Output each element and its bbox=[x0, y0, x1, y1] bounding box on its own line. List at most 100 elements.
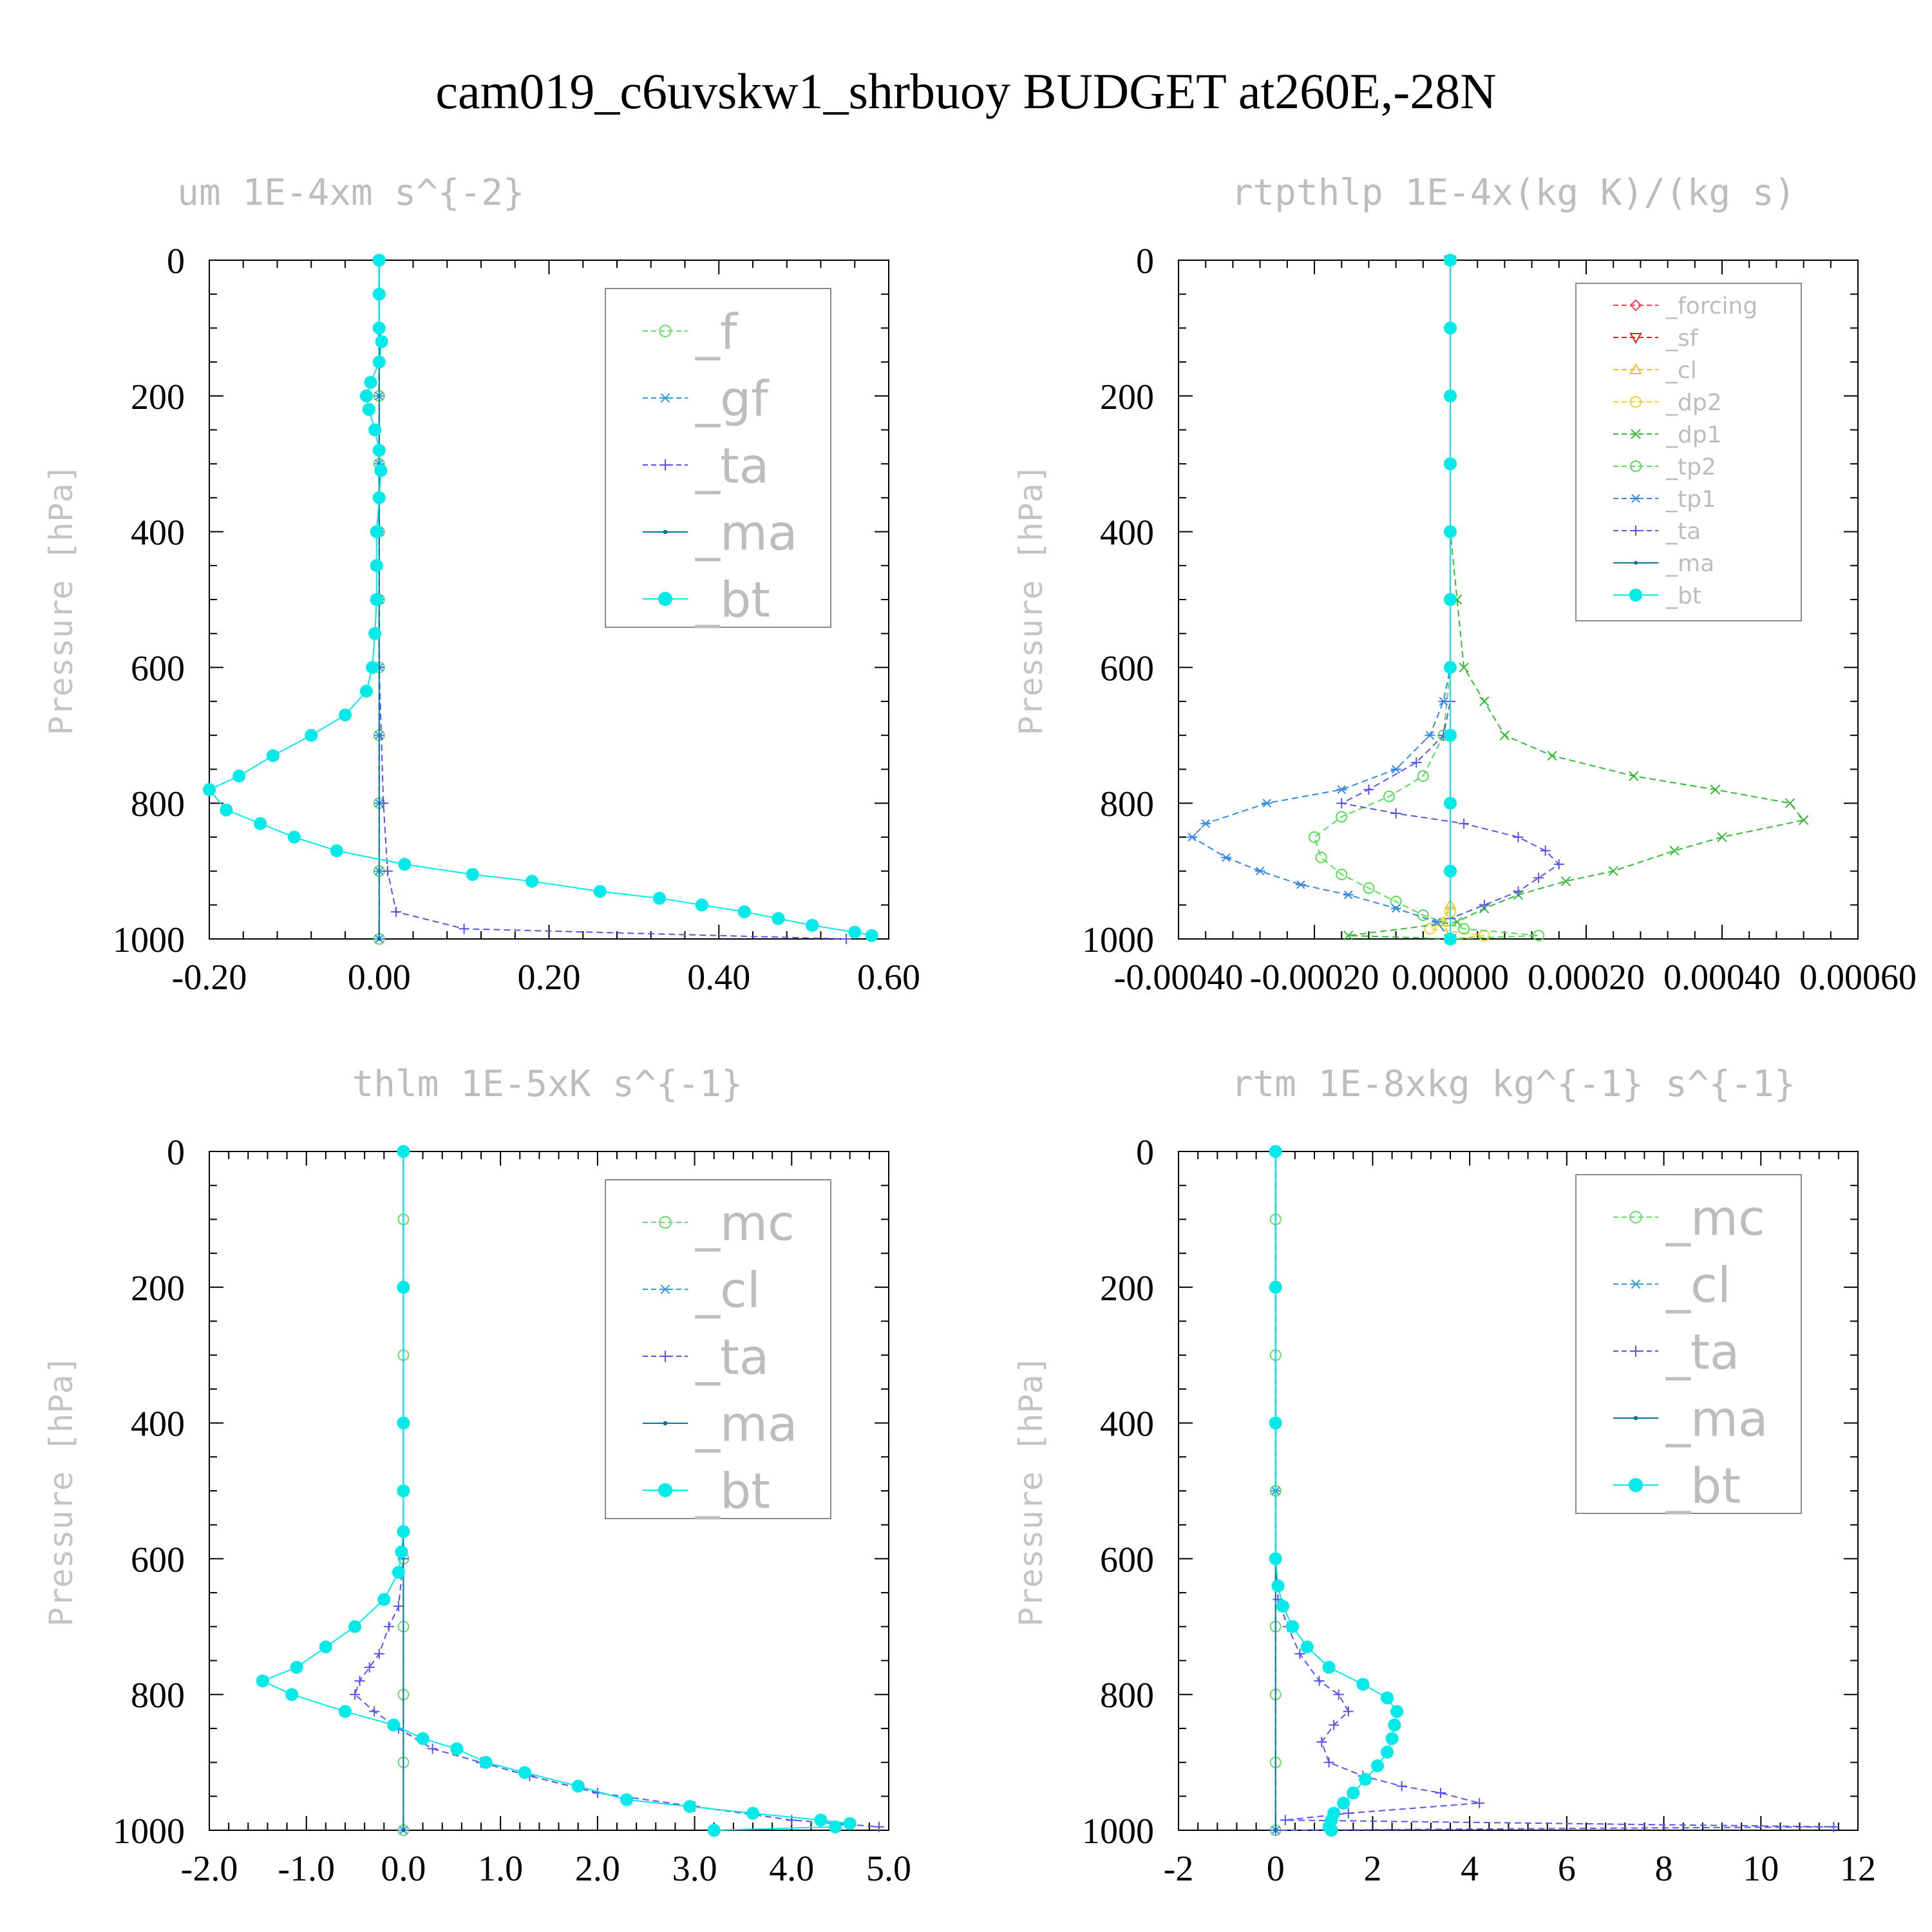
data-point bbox=[370, 593, 383, 606]
series-bt bbox=[1444, 254, 1457, 945]
data-point bbox=[466, 867, 479, 881]
data-point bbox=[362, 402, 375, 416]
series-bt bbox=[256, 1145, 857, 1837]
data-point bbox=[1390, 904, 1401, 913]
data-point bbox=[526, 875, 539, 888]
data-point bbox=[1295, 880, 1306, 889]
data-point bbox=[364, 1662, 375, 1673]
data-point bbox=[1269, 1280, 1282, 1294]
y-tick-label: 600 bbox=[1100, 649, 1154, 688]
series-line bbox=[1274, 1151, 1398, 1831]
data-point bbox=[392, 1566, 405, 1579]
legend-label: _ta bbox=[1665, 1323, 1739, 1380]
x-tick-label: 0.60 bbox=[857, 958, 920, 998]
legend-marker bbox=[659, 459, 671, 471]
x-tick-label: 0 bbox=[1267, 1849, 1285, 1889]
legend-marker bbox=[1634, 561, 1638, 565]
data-point bbox=[374, 464, 388, 477]
data-point bbox=[571, 1779, 585, 1793]
legend-item: _bt bbox=[1613, 1457, 1741, 1514]
x-tick-label: 4 bbox=[1461, 1849, 1479, 1889]
data-point bbox=[1381, 1745, 1394, 1759]
x-tick-label: 2.0 bbox=[575, 1849, 620, 1889]
legend-marker bbox=[1630, 396, 1642, 408]
legend-label: _ma bbox=[695, 504, 798, 561]
data-point bbox=[266, 749, 279, 762]
x-tick-label: -2.0 bbox=[181, 1849, 238, 1889]
data-point bbox=[1273, 1828, 1278, 1832]
data-point bbox=[746, 1806, 759, 1820]
x-tick-label: -0.00020 bbox=[1250, 958, 1379, 998]
x-tick-label: 8 bbox=[1655, 1849, 1673, 1889]
data-point bbox=[1383, 790, 1396, 802]
data-point bbox=[359, 685, 373, 698]
data-point bbox=[1343, 1706, 1354, 1717]
data-point bbox=[1459, 662, 1469, 673]
x-tick-label: 5.0 bbox=[866, 1849, 911, 1889]
legend-item: _forcing bbox=[1613, 293, 1757, 319]
data-point bbox=[372, 491, 386, 504]
data-point bbox=[350, 1689, 361, 1700]
series-tp2 bbox=[1309, 254, 1545, 945]
data-point bbox=[1363, 882, 1375, 894]
data-point bbox=[1608, 866, 1618, 876]
data-point bbox=[397, 1280, 410, 1294]
data-point bbox=[203, 783, 216, 797]
legend-item: _bt bbox=[643, 571, 770, 628]
data-point bbox=[843, 1817, 857, 1830]
data-point bbox=[1385, 1732, 1399, 1745]
legend-item: _ta bbox=[643, 437, 769, 494]
data-point bbox=[1390, 808, 1401, 819]
data-point bbox=[377, 1593, 391, 1606]
data-point bbox=[1560, 876, 1571, 887]
legend-item: _bt bbox=[643, 1462, 770, 1519]
x-tick-label: 0.0 bbox=[381, 1849, 426, 1889]
panel-2: rtpthlp 1E-4x(kg K)/(kg s) Pressure [hPa]… bbox=[1012, 172, 1917, 998]
legend-item: _ma bbox=[643, 504, 798, 561]
legend-label: _bt bbox=[695, 1462, 770, 1519]
data-point bbox=[1459, 818, 1470, 829]
data-point bbox=[1269, 1552, 1282, 1566]
y-tick-label: 0 bbox=[167, 1133, 185, 1173]
data-point bbox=[354, 1676, 365, 1687]
data-point bbox=[1336, 811, 1348, 823]
legend-label: _cl bbox=[695, 1261, 761, 1318]
data-point bbox=[1444, 321, 1457, 335]
data-point bbox=[1363, 784, 1374, 795]
data-point bbox=[1444, 525, 1457, 538]
data-point bbox=[383, 1621, 394, 1632]
data-point bbox=[1343, 890, 1354, 900]
data-point bbox=[370, 559, 383, 573]
data-point bbox=[382, 866, 393, 876]
data-point bbox=[1710, 784, 1721, 795]
y-tick-label: 800 bbox=[1100, 1676, 1154, 1716]
plot-area bbox=[1187, 253, 1809, 946]
legend-marker bbox=[663, 1421, 668, 1426]
legend-marker bbox=[1630, 1345, 1642, 1357]
legend-item: _gf bbox=[643, 370, 770, 427]
legend-box bbox=[1575, 283, 1802, 621]
legend: _f _gf _ta _ma _bt bbox=[605, 288, 831, 628]
data-point bbox=[479, 1756, 493, 1769]
data-point bbox=[1315, 851, 1327, 864]
series-line bbox=[1191, 260, 1451, 940]
y-axis-label: Pressure [hPa] bbox=[43, 464, 80, 735]
data-point bbox=[1300, 1640, 1314, 1654]
y-tick-label: 600 bbox=[131, 649, 185, 688]
data-point bbox=[1286, 1620, 1300, 1633]
data-point bbox=[375, 335, 388, 348]
x-tick-label: 0.20 bbox=[518, 958, 581, 998]
legend-item: _sf bbox=[1613, 325, 1699, 352]
legend-marker bbox=[1633, 1416, 1638, 1421]
legend-marker bbox=[1631, 429, 1641, 439]
legend-item: _dp1 bbox=[1613, 422, 1722, 448]
y-tick-label: 1000 bbox=[1082, 920, 1154, 960]
data-point bbox=[370, 525, 383, 538]
data-point bbox=[1435, 1788, 1446, 1799]
y-tick-label: 600 bbox=[131, 1540, 185, 1580]
y-tick-label: 400 bbox=[131, 1405, 185, 1444]
data-point bbox=[1798, 815, 1809, 826]
data-point bbox=[707, 1824, 721, 1837]
data-point bbox=[652, 891, 666, 905]
legend-item: _cl bbox=[1613, 357, 1697, 384]
